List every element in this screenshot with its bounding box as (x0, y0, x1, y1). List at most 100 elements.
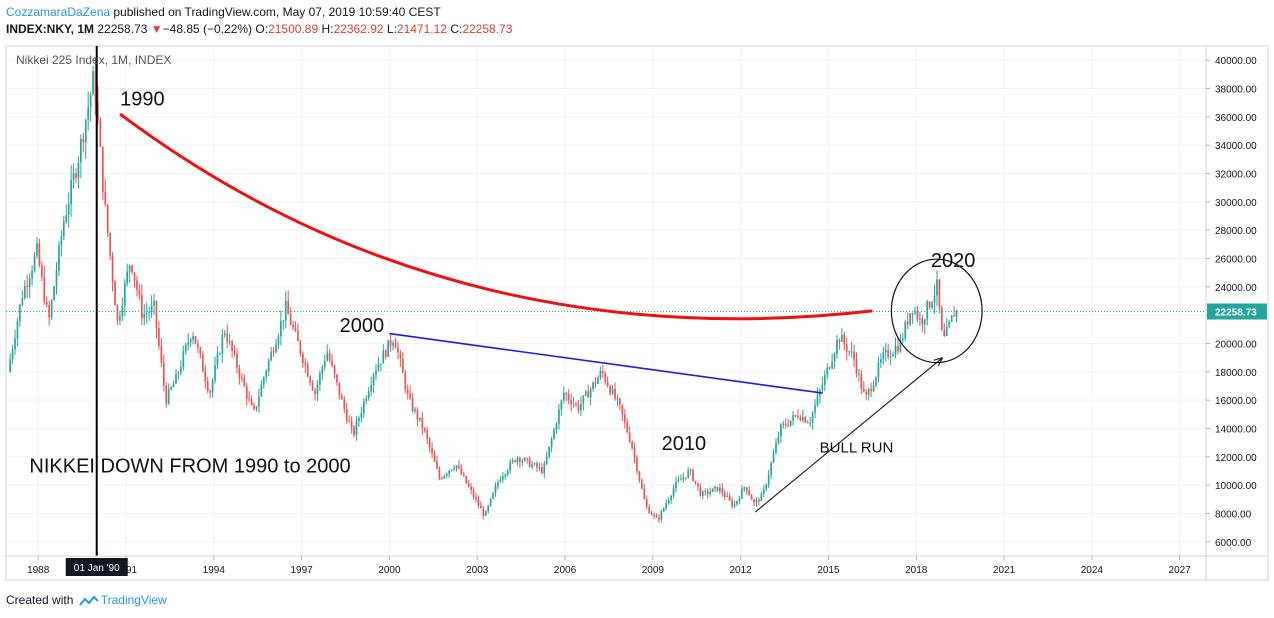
candle-down (441, 478, 443, 480)
candle-up (506, 470, 509, 475)
candle-up (72, 173, 75, 180)
arrow-head-icon (933, 357, 944, 366)
candle-up (531, 464, 533, 467)
candle-down (577, 403, 580, 411)
candle-up (562, 393, 565, 401)
candle-down (753, 499, 755, 503)
candle-up (62, 221, 65, 237)
candle-up (172, 383, 175, 388)
candle-down (648, 506, 651, 514)
candle-up (777, 436, 780, 443)
candle-up (550, 438, 553, 447)
candle-down (206, 381, 209, 392)
cup-curve (119, 112, 873, 321)
candle-up (553, 429, 555, 439)
symbol-label: INDEX:NKY, 1M (6, 22, 95, 36)
candle-up (316, 384, 319, 395)
candle-up (372, 374, 375, 385)
candle-up (589, 389, 592, 398)
candle-up (87, 107, 90, 121)
candle-down (94, 71, 97, 103)
candle-up (572, 403, 575, 405)
candle-up (582, 395, 585, 404)
candle-down (799, 417, 802, 421)
candle-down (155, 301, 158, 329)
candle-up (780, 424, 782, 437)
candle-down (645, 499, 648, 507)
candle-up (70, 179, 72, 205)
candle-down (953, 315, 955, 317)
price-chart[interactable]: 1990 2000 2010 2020 NIKKEI DOWN FROM 1990 to… (0, 42, 1274, 584)
candle-up (319, 373, 321, 385)
candle-up (833, 354, 836, 362)
candle-down (136, 280, 138, 291)
candle-up (950, 315, 953, 322)
candle-up (611, 388, 614, 394)
candle-down (401, 358, 404, 373)
candle-down (289, 314, 292, 325)
candle-up (258, 396, 260, 407)
candle-up (84, 120, 87, 143)
candle-up (714, 486, 716, 489)
candle-up (228, 341, 231, 343)
author-link[interactable]: CozzamaraDaZena (6, 5, 111, 19)
time-axis[interactable]: 1988199119941997200020032006200920122015… (6, 555, 1268, 576)
candle-up (11, 349, 14, 359)
candle-up (9, 358, 11, 372)
candle-up (126, 271, 129, 284)
down-triangle-icon: ▼ (150, 22, 163, 36)
candle-down (731, 500, 733, 507)
candle-down (384, 350, 387, 357)
drawing-overlays: 1990 2000 2010 2020 NIKKEI DOWN FROM 1990 to… (6, 46, 1206, 556)
candle-down (43, 276, 46, 302)
candle-up (55, 270, 58, 287)
candle-down (45, 301, 48, 305)
candle-up (65, 215, 68, 222)
date-marker-badge (65, 558, 128, 576)
candle-up (419, 417, 421, 420)
candle-up (148, 312, 151, 314)
candle-up (741, 488, 743, 499)
candle-down (99, 120, 102, 147)
candle-up (523, 458, 526, 461)
price-axis[interactable]: 6000.00 8000.00 10000.00 12000.00 14000.00 16… (1205, 46, 1267, 580)
time-tick-label: 2024 (1081, 565, 1104, 576)
candle-down (601, 371, 604, 374)
candle-down (328, 352, 331, 361)
candle-up (443, 475, 446, 479)
candle-down (519, 457, 521, 463)
candle-up (821, 384, 824, 391)
candle-up (772, 453, 775, 463)
candle-up (123, 283, 126, 306)
candle-down (404, 372, 407, 390)
candle-up (277, 336, 280, 345)
date-marker-label: 01 Jan '90 (74, 563, 120, 574)
tradingview-link[interactable]: TradingView (100, 593, 167, 607)
price-tick-label: 6000.00 (1215, 538, 1252, 549)
candle-down (658, 517, 660, 520)
candle-down (628, 432, 631, 442)
ohlc-line: INDEX:NKY, 1M 22258.73 ▼−48.85 (−0.22%) … (6, 22, 512, 36)
candle-down (226, 333, 229, 343)
candle-up (665, 503, 668, 509)
candle-up (792, 415, 794, 421)
candle-up (362, 401, 365, 414)
candle-up (733, 504, 736, 507)
annotation-text: NIKKEI DOWN FROM 1990 to 2000 (29, 455, 350, 477)
candle-up (892, 354, 894, 357)
footer: Created with TradingView (6, 593, 167, 607)
candle-up (782, 423, 785, 425)
candle-down (165, 385, 168, 404)
candle-down (921, 318, 924, 325)
candle-up (19, 304, 21, 322)
candle-down (82, 138, 85, 143)
candle-up (926, 301, 929, 320)
candle-down (241, 377, 243, 379)
candle-up (492, 492, 494, 499)
candle-down (236, 353, 238, 369)
candle-down (26, 285, 29, 287)
candle-up (680, 479, 682, 481)
candle-up (672, 488, 675, 496)
candle-up (599, 371, 602, 378)
candle-up (909, 313, 911, 325)
